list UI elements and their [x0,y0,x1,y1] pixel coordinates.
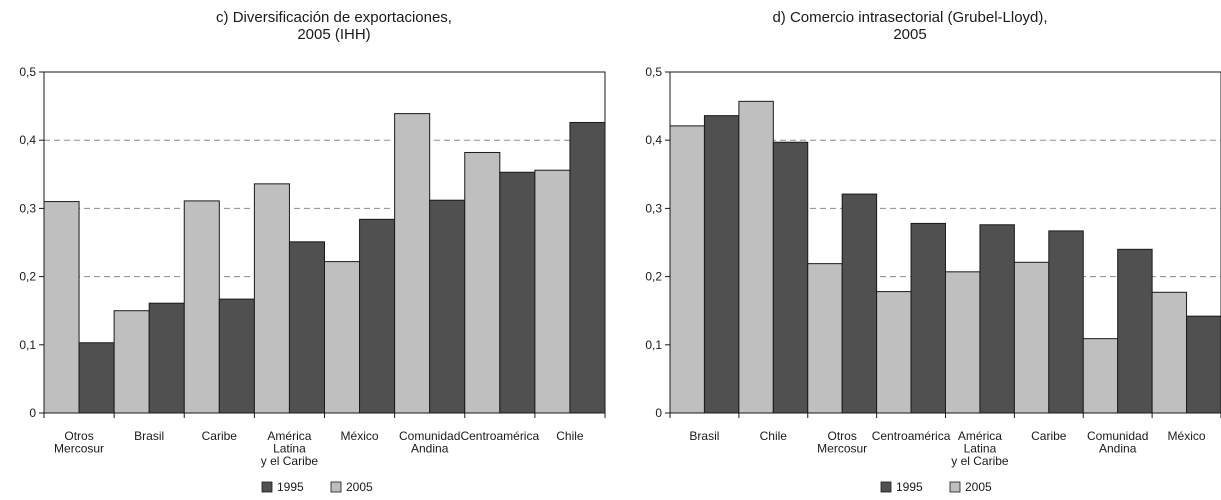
category-label: América [958,429,1002,443]
bar-1995 [772,141,809,414]
chart-title-line: 2005 [893,26,926,43]
bar-2005 [113,310,150,414]
bar-2005 [1082,338,1119,414]
category-label: Otros [64,429,93,443]
category-label: México [341,429,379,443]
legend-label-1995: 1995 [277,480,304,494]
category-label: Andina [411,442,449,456]
bar-1995 [1186,315,1221,414]
bar-2005 [183,200,220,414]
bar-1995 [1048,230,1084,414]
category-label: Comunidad [399,429,460,443]
category-label: Chile [556,429,584,443]
legend-label-2005: 2005 [346,480,373,494]
y-tick-label: 0,4 [19,133,36,147]
legend-swatch-1995 [880,481,892,493]
bar-1995 [429,199,466,414]
category-label: América [267,429,311,443]
y-tick-label: 0,1 [19,338,36,352]
y-tick-label: 0,5 [645,65,662,79]
bar-1995 [148,302,185,414]
bar-1995 [359,218,396,414]
plot-frame [669,71,1221,414]
category-label: Latina [273,442,306,456]
bar-1995 [569,121,606,414]
category-label: México [1168,429,1206,443]
category-label: Latina [964,442,997,456]
category-label: y el Caribe [261,454,319,468]
bar-2005 [669,125,705,414]
category-label: Centroamérica [460,429,539,443]
category-label: Brasil [689,429,719,443]
category-label: Comunidad [1087,429,1148,443]
y-tick-label: 0,2 [19,270,36,284]
bar-2005 [1151,291,1188,414]
chart-panel-0: c) Diversificación de exportaciones,2005… [19,9,606,494]
legend-label-2005: 2005 [965,480,992,494]
category-label: Andina [1099,442,1137,456]
bar-1995 [910,222,946,414]
bar-2005 [43,201,80,414]
y-tick-label: 0,3 [645,201,662,215]
y-tick-label: 0,3 [19,201,36,215]
bar-1995 [288,241,325,414]
category-label: Otros [828,429,857,443]
bar-2005 [464,151,501,414]
bar-1995 [979,224,1015,414]
y-tick-label: 0 [29,406,36,420]
category-label: y el Caribe [951,454,1009,468]
category-label: Brasil [134,429,164,443]
y-tick-label: 0,1 [645,338,662,352]
bar-1995 [78,342,115,414]
bar-1995 [703,115,740,414]
bar-2005 [738,100,774,414]
chart-title-line: 2005 (IHH) [297,26,370,43]
legend-swatch-1995 [261,481,273,493]
bar-2005 [876,291,912,414]
bar-2005 [807,263,843,414]
plot-frame [43,71,606,414]
bar-1995 [499,171,536,414]
bar-2005 [253,183,290,414]
category-label: Caribe [202,429,238,443]
chart-panel-1: d) Comercio intrasectorial (Grubel-Lloyd… [645,9,1221,494]
chart-title-line: d) Comercio intrasectorial (Grubel-Lloyd… [772,9,1047,26]
bar-1995 [218,298,255,414]
y-tick-label: 0,2 [645,270,662,284]
bar-2005 [534,169,571,414]
y-tick-label: 0,4 [645,133,662,147]
legend-label-1995: 1995 [896,480,923,494]
y-tick-label: 0 [655,406,662,420]
chart-title-line: c) Diversificación de exportaciones, [216,9,452,26]
bar-2005 [324,261,361,414]
category-label: Caribe [1031,429,1067,443]
category-label: Mercosur [817,442,867,456]
category-label: Chile [760,429,788,443]
bar-1995 [1117,248,1153,414]
category-label: Centroamérica [872,429,951,443]
legend-swatch-2005 [330,481,342,493]
bar-2005 [394,113,431,414]
bar-2005 [945,271,981,414]
bar-2005 [1013,261,1050,414]
y-tick-label: 0,5 [19,65,36,79]
legend-swatch-2005 [949,481,961,493]
category-label: Mercosur [54,442,104,456]
bar-1995 [841,193,878,414]
